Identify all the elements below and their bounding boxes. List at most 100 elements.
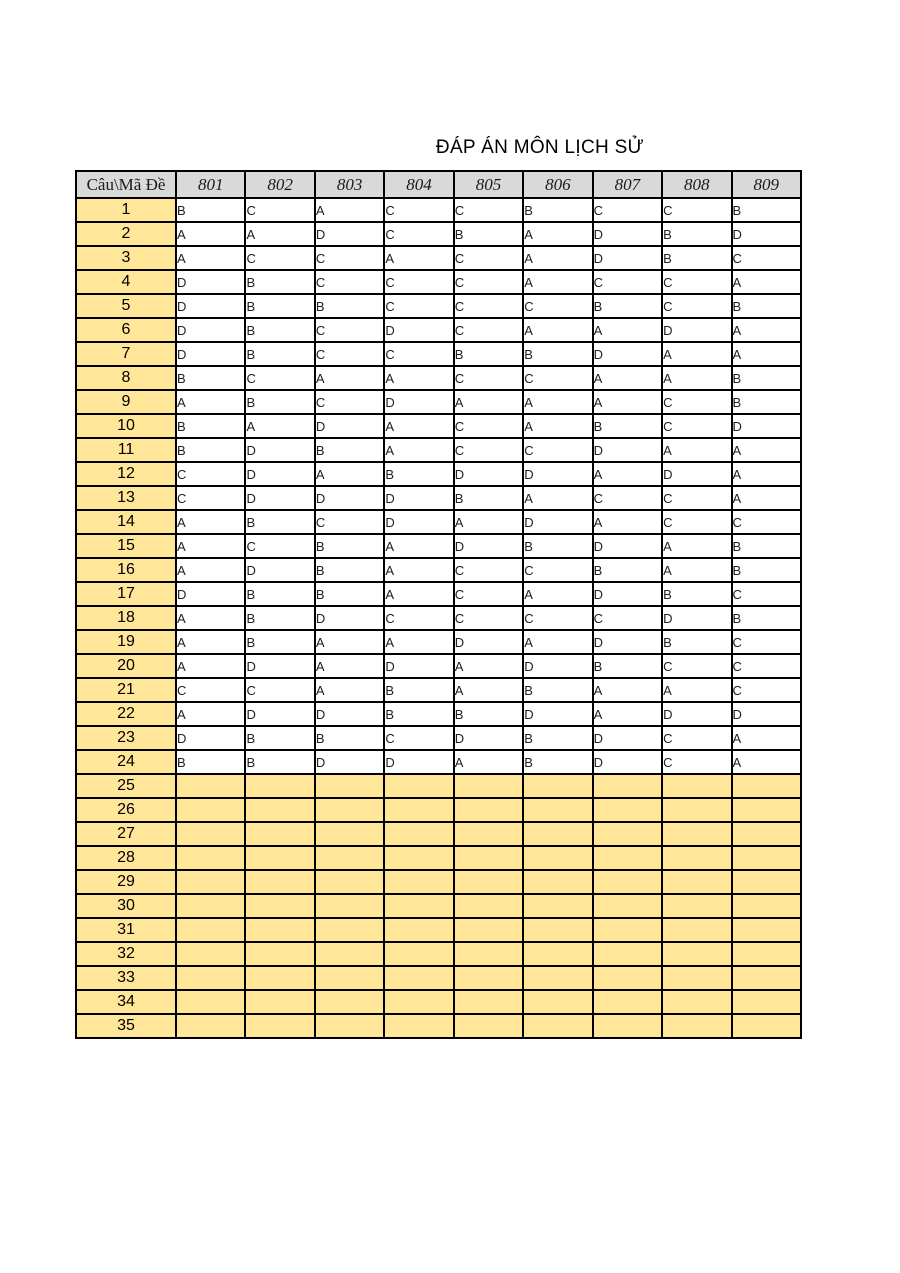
answer-cell: A <box>730 461 802 487</box>
answer-cell <box>244 965 316 991</box>
answer-cell <box>730 797 802 823</box>
answer-cell: D <box>244 557 316 583</box>
answer-row: 19 A B A A D A D B C <box>75 629 802 655</box>
answer-cell: C <box>313 389 386 415</box>
question-number-cell: 6 <box>75 317 177 343</box>
answer-cell: A <box>174 221 247 247</box>
answer-cell <box>522 893 594 919</box>
answer-cell: D <box>313 749 386 775</box>
answer-cell: D <box>452 725 525 751</box>
answer-cell <box>383 845 455 871</box>
answer-cell: C <box>313 509 386 535</box>
answer-cell <box>383 989 455 1015</box>
answer-cell: A <box>730 749 802 775</box>
answer-cell <box>452 869 525 895</box>
answer-cell: B <box>661 629 733 655</box>
answer-cell: B <box>591 293 664 319</box>
answer-cell: B <box>244 605 316 631</box>
answer-cell: A <box>591 365 664 391</box>
answer-cell <box>313 893 386 919</box>
answer-cell: C <box>591 605 664 631</box>
answer-cell <box>174 845 247 871</box>
answer-cell <box>661 869 733 895</box>
answer-cell: D <box>174 293 247 319</box>
question-number-cell: 21 <box>75 677 177 703</box>
answer-cell: A <box>730 485 802 511</box>
answer-cell: C <box>244 197 316 223</box>
answer-cell: C <box>661 293 733 319</box>
answer-cell: B <box>522 749 594 775</box>
answer-cell <box>591 845 664 871</box>
answer-cell: A <box>383 581 455 607</box>
answer-cell: B <box>730 365 802 391</box>
answer-cell: B <box>522 341 594 367</box>
answer-cell: A <box>313 629 386 655</box>
empty-answer-row: 31 <box>75 917 802 943</box>
answer-cell: A <box>452 389 525 415</box>
question-number-cell: 10 <box>75 413 177 439</box>
answer-cell: D <box>313 221 386 247</box>
empty-answer-row: 29 <box>75 869 802 895</box>
answer-cell <box>383 893 455 919</box>
answer-cell: B <box>730 293 802 319</box>
answer-cell <box>730 821 802 847</box>
answer-cell <box>313 941 386 967</box>
answer-cell: D <box>591 581 664 607</box>
answer-cell <box>244 1013 316 1039</box>
exam-code-header: 801 <box>174 170 247 199</box>
answer-cell: B <box>313 293 386 319</box>
answer-cell <box>174 941 247 967</box>
answer-cell: D <box>174 581 247 607</box>
answer-cell: B <box>452 341 525 367</box>
answer-cell: A <box>174 557 247 583</box>
answer-cell: C <box>313 317 386 343</box>
answer-cell <box>383 797 455 823</box>
answer-cell <box>452 965 525 991</box>
answer-cell: B <box>522 533 594 559</box>
answer-cell: B <box>452 221 525 247</box>
question-number-cell: 26 <box>75 797 177 823</box>
empty-answer-row: 27 <box>75 821 802 847</box>
answer-cell: B <box>591 557 664 583</box>
answer-cell: A <box>522 485 594 511</box>
answer-cell: D <box>591 221 664 247</box>
empty-answer-row: 30 <box>75 893 802 919</box>
answer-cell: A <box>591 389 664 415</box>
answer-cell: A <box>730 269 802 295</box>
answer-cell <box>174 917 247 943</box>
answer-cell: A <box>661 533 733 559</box>
answer-cell: B <box>383 461 455 487</box>
answer-cell: A <box>591 701 664 727</box>
answer-cell: B <box>244 509 316 535</box>
answer-cell <box>730 917 802 943</box>
answer-cell: D <box>174 317 247 343</box>
answer-cell: C <box>383 725 455 751</box>
answer-row: 17 D B B A C A D B C <box>75 581 802 607</box>
answer-cell: D <box>313 485 386 511</box>
answer-cell: C <box>522 437 594 463</box>
answer-cell: B <box>244 341 316 367</box>
answer-cell: D <box>383 485 455 511</box>
answer-cell: A <box>174 629 247 655</box>
question-number-cell: 4 <box>75 269 177 295</box>
answer-cell: A <box>522 269 594 295</box>
answer-cell: A <box>174 245 247 271</box>
answer-cell <box>244 869 316 895</box>
answer-cell <box>174 989 247 1015</box>
answer-cell <box>452 821 525 847</box>
answer-cell: A <box>174 509 247 535</box>
answer-cell: D <box>383 317 455 343</box>
answer-cell: A <box>522 629 594 655</box>
answer-cell: A <box>313 197 386 223</box>
question-number-cell: 12 <box>75 461 177 487</box>
answer-cell: B <box>730 389 802 415</box>
answer-row: 22 A D D B B D A D D <box>75 701 802 727</box>
answer-cell <box>313 869 386 895</box>
answer-cell: D <box>591 341 664 367</box>
answer-cell: D <box>661 461 733 487</box>
answer-cell: D <box>591 437 664 463</box>
answer-cell <box>591 821 664 847</box>
answer-cell <box>383 821 455 847</box>
answer-cell: C <box>174 461 247 487</box>
